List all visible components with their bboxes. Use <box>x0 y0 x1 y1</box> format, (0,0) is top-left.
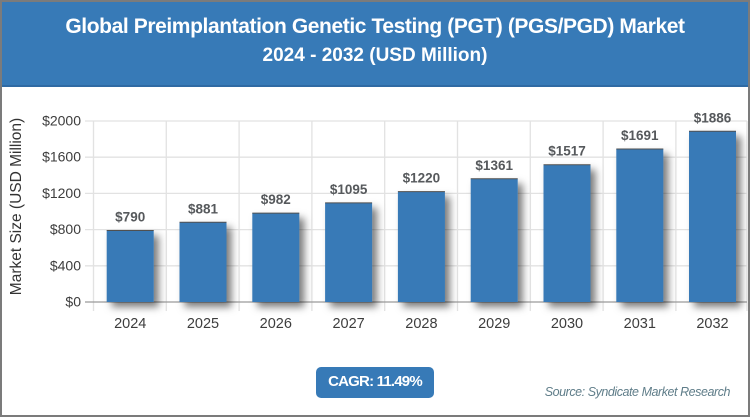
svg-text:$1691: $1691 <box>621 128 659 143</box>
svg-text:$400: $400 <box>50 257 81 273</box>
svg-text:2029: 2029 <box>478 316 510 332</box>
svg-text:$800: $800 <box>50 221 81 237</box>
svg-text:$1517: $1517 <box>548 144 586 159</box>
svg-text:$790: $790 <box>115 210 145 225</box>
svg-text:$2000: $2000 <box>42 113 81 129</box>
svg-text:2025: 2025 <box>187 316 219 332</box>
svg-text:$1361: $1361 <box>475 158 513 173</box>
svg-text:2030: 2030 <box>551 316 583 332</box>
svg-text:$1200: $1200 <box>42 185 81 201</box>
svg-text:2026: 2026 <box>260 316 292 332</box>
svg-text:2028: 2028 <box>405 316 437 332</box>
svg-text:2027: 2027 <box>332 316 364 332</box>
svg-text:2024: 2024 <box>114 316 146 332</box>
svg-text:$1600: $1600 <box>42 149 81 165</box>
svg-text:2032: 2032 <box>696 316 728 332</box>
svg-text:$1095: $1095 <box>330 182 368 197</box>
svg-text:$881: $881 <box>188 201 219 216</box>
svg-text:$0: $0 <box>65 294 81 310</box>
svg-text:$1886: $1886 <box>694 110 732 125</box>
svg-text:$1220: $1220 <box>403 171 441 186</box>
svg-text:2031: 2031 <box>624 316 656 332</box>
svg-text:Market Size (USD Million): Market Size (USD Million) <box>8 118 25 295</box>
svg-text:$982: $982 <box>261 192 291 207</box>
